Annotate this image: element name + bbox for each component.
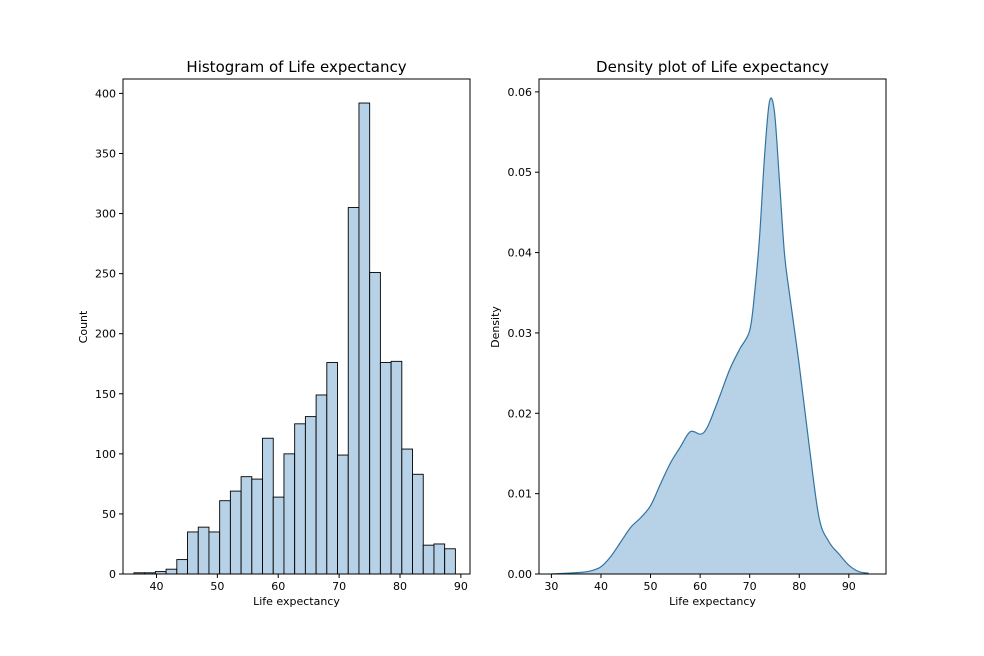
histogram-x-tick-label: 40 bbox=[149, 580, 163, 593]
histogram-x-tick-label: 50 bbox=[210, 580, 224, 593]
histogram-bar bbox=[390, 360, 403, 575]
density-y-tick-label: 0.03 bbox=[508, 327, 533, 340]
histogram-bar bbox=[219, 500, 231, 575]
density-panel: Density plot of Life expectancy 30 40 50 60… bbox=[489, 58, 887, 608]
histogram-bar bbox=[187, 531, 199, 575]
density-x-tick-label: 70 bbox=[743, 580, 757, 593]
density-title: Density plot of Life expectancy bbox=[596, 58, 829, 76]
histogram-x-axis-label: Life expectancy bbox=[253, 595, 340, 608]
density-x-tick-label: 80 bbox=[792, 580, 806, 593]
density-y-tick-label: 0.05 bbox=[508, 166, 533, 179]
density-x-tick-label: 30 bbox=[544, 580, 558, 593]
histogram-bar bbox=[326, 362, 338, 575]
histogram-bar bbox=[401, 448, 413, 575]
histogram-frame bbox=[122, 78, 471, 575]
histogram-x-tick-label: 90 bbox=[454, 580, 468, 593]
histogram-x-tick-label: 70 bbox=[332, 580, 346, 593]
density-frame bbox=[538, 78, 887, 575]
density-x-axis-label: Life expectancy bbox=[669, 595, 756, 608]
histogram-bar bbox=[294, 423, 306, 575]
histogram-title: Histogram of Life expectancy bbox=[186, 58, 406, 76]
density-x-tick-label: 50 bbox=[644, 580, 658, 593]
histogram-bar bbox=[369, 271, 381, 575]
histogram-y-axis-label: Count bbox=[77, 310, 90, 343]
density-y-tick-label: 0.04 bbox=[508, 247, 533, 260]
histogram-bar bbox=[240, 476, 253, 575]
density-x-ticks: 30 40 50 60 70 80 90 bbox=[544, 574, 856, 593]
density-line bbox=[551, 97, 869, 575]
histogram-panel: Histogram of Life expectancy 40 50 60 70 80 9… bbox=[77, 58, 471, 608]
histogram-y-tick-label: 350 bbox=[95, 147, 116, 160]
histogram-bar bbox=[272, 496, 285, 575]
density-y-axis-label: Density bbox=[489, 306, 502, 348]
density-y-tick-label: 0.02 bbox=[508, 407, 533, 420]
histogram-bar bbox=[165, 568, 178, 575]
histogram-y-tick-label: 300 bbox=[95, 208, 116, 221]
histogram-y-tick-label: 200 bbox=[95, 328, 116, 341]
histogram-bar bbox=[251, 478, 263, 575]
histogram-y-tick-label: 150 bbox=[95, 388, 116, 401]
histogram-bar bbox=[444, 548, 456, 575]
histogram-y-tick-label: 100 bbox=[95, 448, 116, 461]
density-x-tick-label: 40 bbox=[594, 580, 608, 593]
histogram-bar bbox=[176, 559, 188, 575]
density-area bbox=[551, 98, 869, 574]
histogram-x-tick-label: 60 bbox=[271, 580, 285, 593]
density-y-tick-label: 0.01 bbox=[508, 488, 533, 501]
histogram-x-tick-label: 80 bbox=[393, 580, 407, 593]
histogram-bar bbox=[433, 543, 446, 575]
density-y-tick-label: 0.00 bbox=[508, 568, 533, 581]
histogram-bar bbox=[262, 437, 274, 575]
histogram-bar bbox=[208, 531, 221, 575]
histogram-y-tick-label: 250 bbox=[95, 268, 116, 281]
histogram-y-tick-label: 50 bbox=[102, 508, 116, 521]
histogram-bar bbox=[412, 473, 424, 575]
histogram-bars bbox=[133, 102, 456, 575]
density-y-tick-label: 0.06 bbox=[508, 86, 533, 99]
histogram-y-ticks: 0 50 100 150 200 250 300 350 400 bbox=[95, 87, 123, 581]
density-x-tick-label: 90 bbox=[842, 580, 856, 593]
histogram-bar bbox=[304, 416, 317, 575]
histogram-bar bbox=[347, 207, 360, 575]
histogram-bar bbox=[229, 490, 242, 575]
histogram-bar bbox=[379, 362, 392, 575]
histogram-y-tick-label: 0 bbox=[109, 568, 116, 581]
histogram-bar bbox=[337, 454, 349, 575]
histogram-bar bbox=[283, 453, 296, 575]
histogram-bar bbox=[197, 526, 210, 575]
histogram-bar bbox=[315, 394, 328, 575]
density-x-tick-label: 60 bbox=[693, 580, 707, 593]
histogram-y-tick-label: 400 bbox=[95, 87, 116, 100]
histogram-x-ticks: 40 50 60 70 80 90 bbox=[149, 574, 468, 593]
density-y-ticks: 0.00 0.01 0.02 0.03 0.04 0.05 0.06 bbox=[508, 86, 539, 581]
histogram-bar bbox=[358, 102, 371, 575]
histogram-bar bbox=[422, 544, 435, 575]
